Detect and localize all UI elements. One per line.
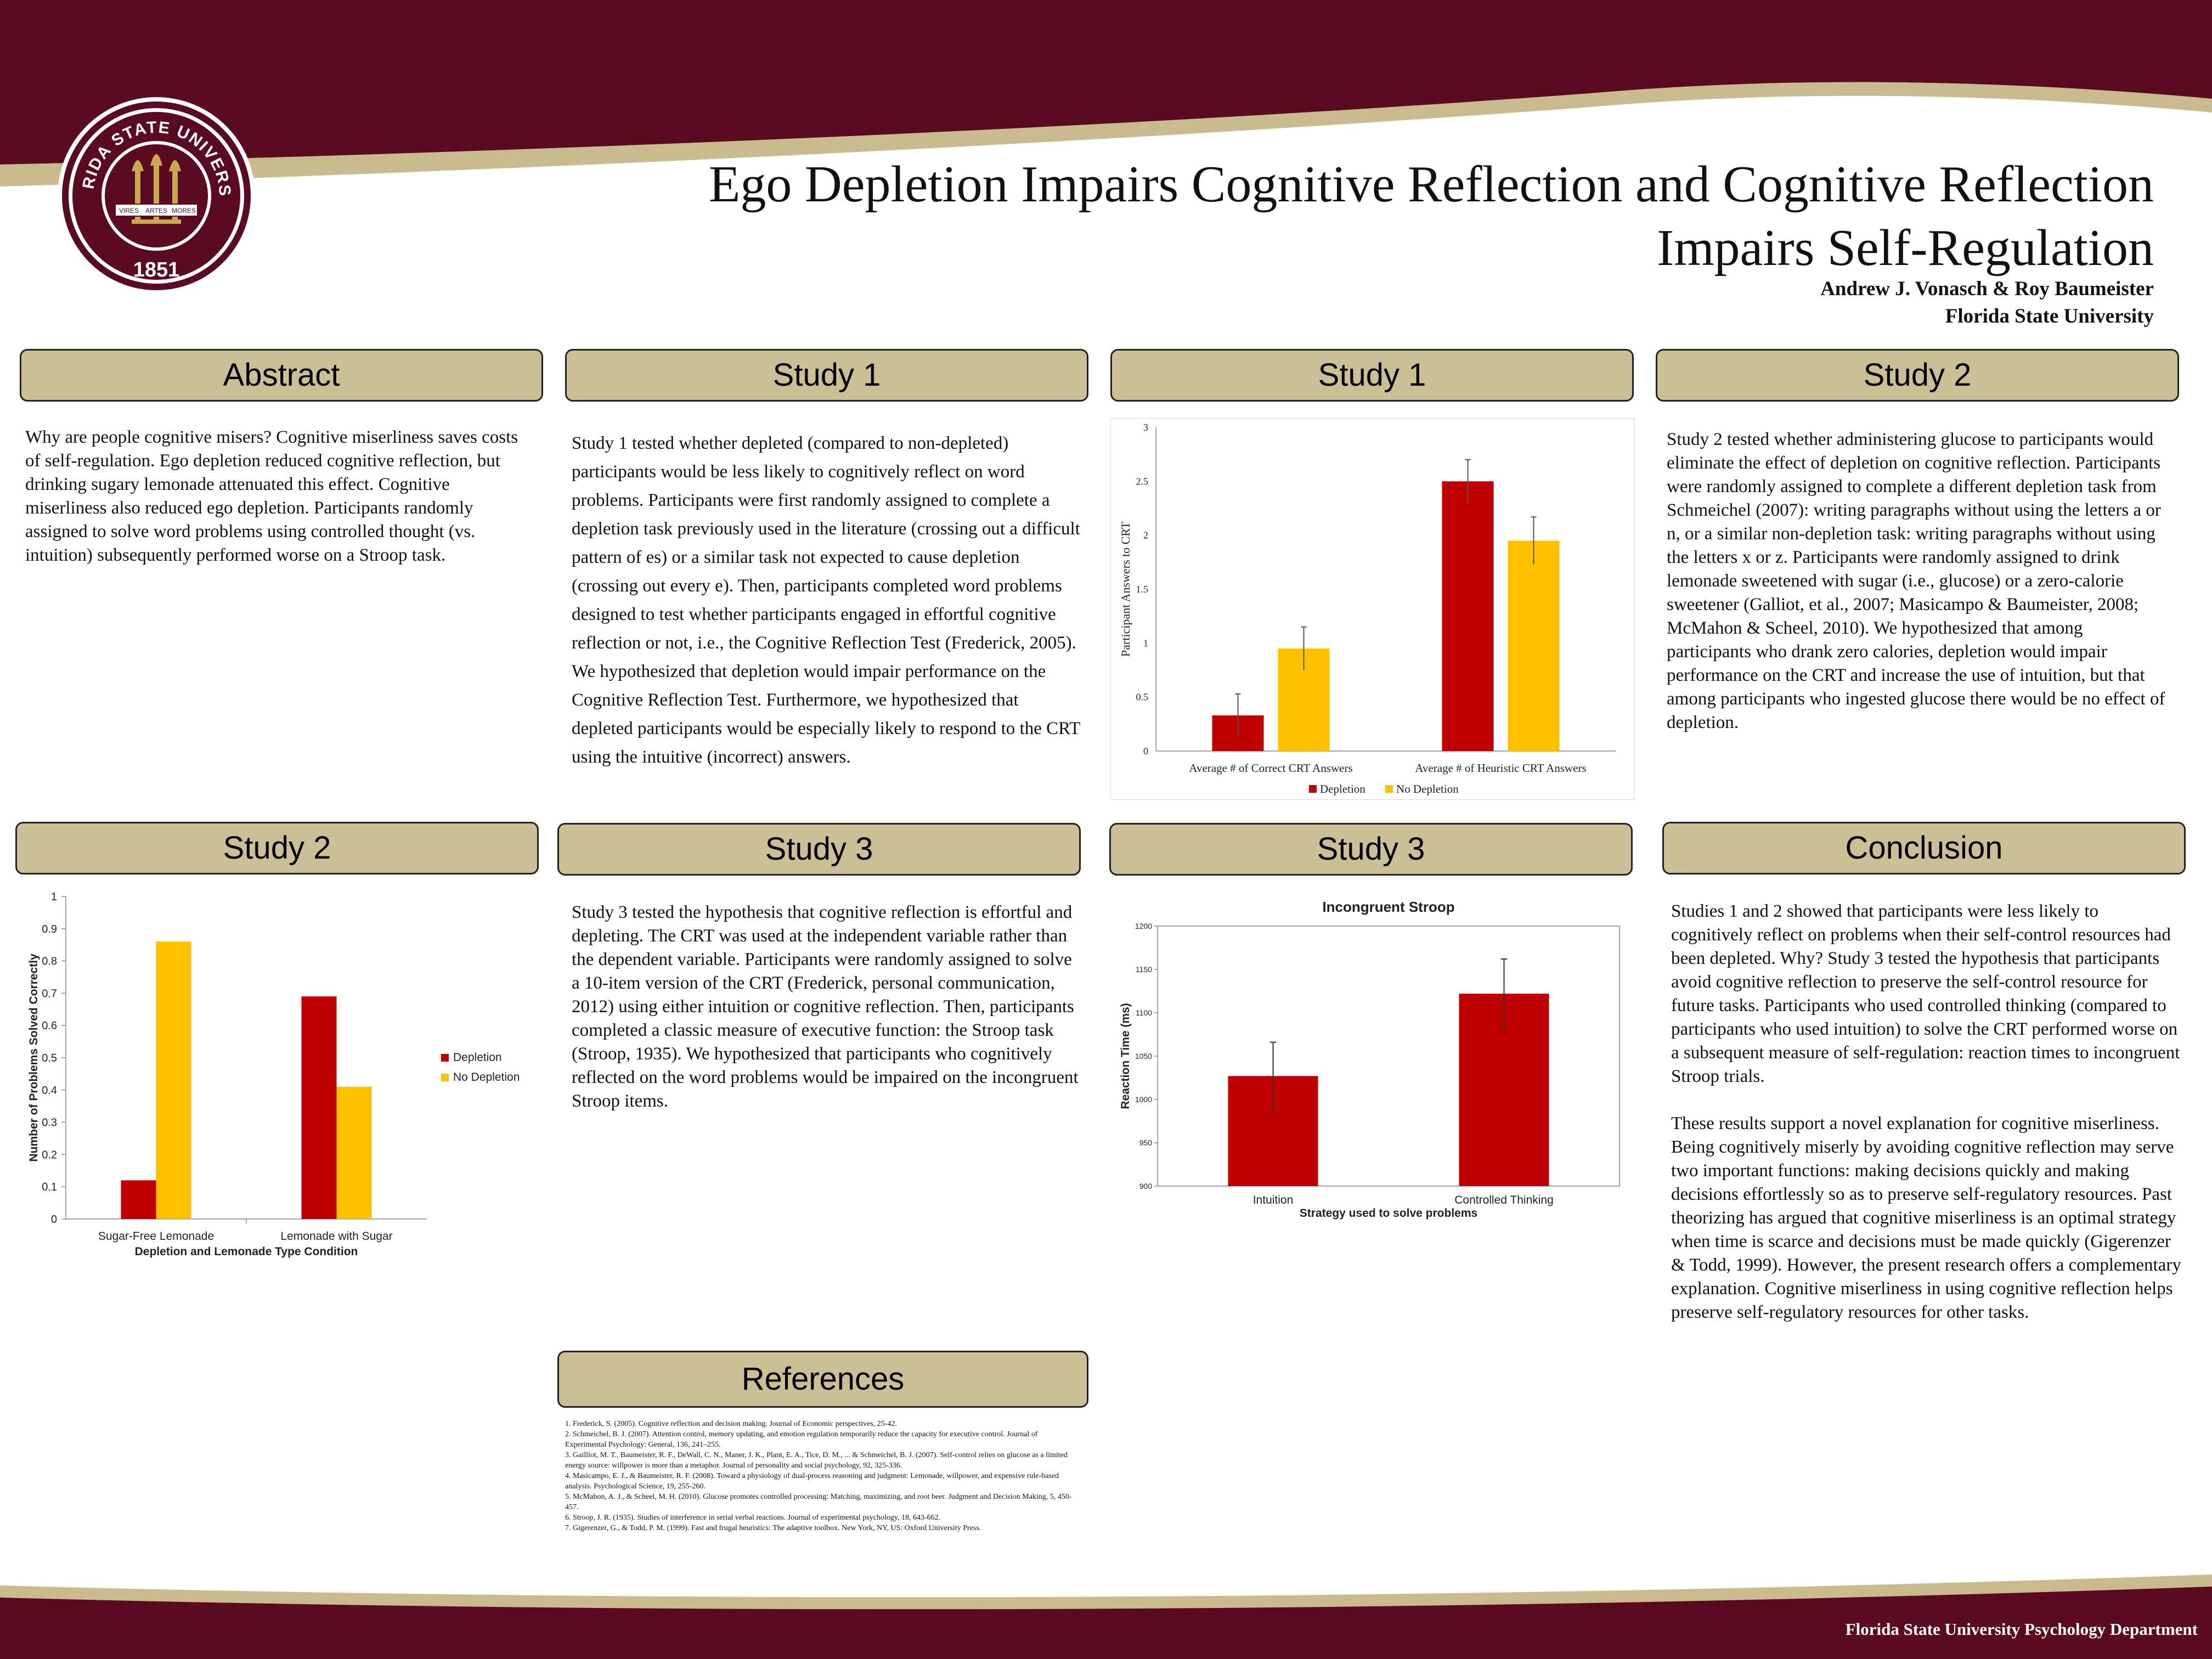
conclusion-heading: Conclusion — [1662, 822, 2186, 874]
y-tick-label: 1050 — [1135, 1052, 1152, 1060]
y-tick-label: 950 — [1139, 1138, 1153, 1147]
y-tick-label: 1100 — [1136, 1008, 1152, 1017]
legend-label: Depletion — [1320, 782, 1365, 795]
legend-swatch — [1385, 785, 1393, 793]
bar — [121, 1180, 156, 1219]
y-tick-label: 0 — [1143, 746, 1148, 757]
seal-banner-2: ARTES — [145, 207, 167, 215]
reference-item: 2. Schmeichel, B. J. (2007). Attention c… — [565, 1430, 1038, 1449]
conclusion-text: Studies 1 and 2 showed that participants… — [1671, 900, 2181, 1324]
reference-item: 3. Gailliot, M. T., Baumeister, R. F., D… — [565, 1451, 1068, 1470]
y-tick-label: 2.5 — [1136, 476, 1149, 487]
study3-text-heading: Study 3 — [557, 823, 1081, 876]
references-list: 1. Frederick, S. (2005). Cognitive refle… — [565, 1419, 1075, 1533]
y-tick-label: 0.4 — [42, 1085, 57, 1097]
seal-banner-3: MORES — [172, 207, 196, 215]
y-tick-label: 900 — [1139, 1182, 1153, 1190]
chart-title: Incongruent Stroop — [1322, 899, 1454, 915]
reference-item: 1. Frederick, S. (2005). Cognitive refle… — [565, 1420, 897, 1428]
study1-chart-svg: 0 0.5 1 1.5 2 2.5 3 Participant Answers to CRT A… — [1119, 422, 1616, 795]
study1-chart-heading: Study 1 — [1110, 349, 1634, 402]
authors: Andrew J. Vonasch & Roy Baumeister — [1820, 278, 2154, 300]
bar — [1508, 540, 1560, 751]
footer-banner — [0, 1575, 2212, 1659]
seal-banner-1: VIRES — [119, 207, 139, 215]
y-tick-label: 0.3 — [42, 1117, 57, 1129]
y-tick-label: 0.8 — [42, 956, 57, 968]
y-tick-label: 0.5 — [1136, 692, 1149, 703]
x-tick-label: Average # of Heuristic CRT Answers — [1415, 761, 1586, 775]
abstract-heading: Abstract — [20, 349, 543, 402]
abstract-text: Why are people cognitive misers? Cogniti… — [25, 427, 518, 565]
y-tick-label: 3 — [1143, 422, 1148, 433]
legend-label: No Depletion — [1396, 782, 1459, 795]
legend-swatch — [1309, 785, 1317, 793]
x-tick-label: Lemonade with Sugar — [280, 1230, 392, 1243]
references-heading: References — [557, 1351, 1088, 1408]
plot-frame — [1157, 926, 1620, 1187]
poster-title-line-1: Ego Depletion Impairs Cognitive Reflecti… — [708, 156, 2154, 213]
conclusion-paragraph-1: Studies 1 and 2 showed that participants… — [1671, 901, 2180, 1086]
x-tick-label: Intuition — [1253, 1194, 1294, 1206]
study1-chart: 0 0.5 1 1.5 2 2.5 3 Participant Answers to CRT A… — [1110, 418, 1635, 800]
y-tick-label: 1150 — [1136, 965, 1152, 974]
y-tick-label: 1.5 — [1136, 584, 1149, 595]
y-tick-label: 0.7 — [42, 988, 57, 1000]
bar — [301, 996, 337, 1219]
affiliation: Florida State University — [1945, 305, 2154, 328]
bar — [1442, 481, 1494, 751]
y-tick-label: 0.6 — [42, 1020, 57, 1032]
y-axis-title: Number of Problems Solved Correctly — [27, 953, 40, 1162]
legend-swatch — [441, 1074, 449, 1081]
legend-label: No Depletion — [453, 1071, 520, 1084]
legend-swatch — [441, 1054, 449, 1062]
x-axis-title: Depletion and Lemonade Type Condition — [135, 1245, 358, 1258]
study3-chart: Incongruent Stroop 900 950 1000 1050 1100 1150… — [1114, 893, 1635, 1233]
y-axis-title: Reaction Time (ms) — [1119, 1003, 1132, 1109]
bar — [336, 1086, 372, 1219]
study3-chart-svg: Incongruent Stroop 900 950 1000 1050 1100 1150… — [1119, 899, 1620, 1220]
y-tick-label: 0.9 — [42, 923, 57, 935]
y-tick-label: 0 — [51, 1214, 57, 1226]
y-tick-label: 0.2 — [42, 1149, 57, 1161]
x-tick-label: Sugar-Free Lemonade — [98, 1230, 214, 1243]
y-tick-label: 0.1 — [42, 1181, 57, 1193]
reference-item: 7. Gigerenzer, G., & Todd, P. M. (1999).… — [565, 1524, 981, 1532]
study2-text-heading: Study 2 — [1656, 349, 2179, 402]
study1-text: Study 1 tested whether depleted (compare… — [572, 433, 1080, 767]
header-banner — [0, 0, 2212, 187]
study2-chart: 0 0.1 0.2 0.3 0.4 0.5 0.6 0.7 0.8 0.9 1 Number of P… — [16, 885, 543, 1264]
bar — [156, 941, 191, 1219]
fsu-seal-icon: FLORIDA STATE UNIVERSITY 1851 VIRES ARTE… — [55, 94, 255, 295]
reference-item: 4. Masicampo, E. J., & Baumeister, R. F.… — [565, 1472, 1059, 1491]
y-tick-label: 2 — [1143, 530, 1148, 541]
reference-item: 5. McMahon, A. J., & Scheel, M. H. (2010… — [565, 1493, 1072, 1511]
y-axis-title: Participant Answers to CRT — [1119, 521, 1132, 657]
legend-label: Depletion — [453, 1051, 502, 1064]
x-tick-label: Controlled Thinking — [1454, 1194, 1554, 1206]
x-tick-label: Average # of Correct CRT Answers — [1189, 761, 1352, 775]
poster-title-line-2: Impairs Self-Regulation — [1657, 219, 2154, 276]
footer-text: Florida State University Psychology Depa… — [1845, 1620, 2198, 1639]
poster-title: Ego Depletion Impairs Cognitive Reflecti… — [508, 153, 2154, 280]
conclusion-paragraph-2: These results support a novel explanatio… — [1671, 1114, 2181, 1322]
study3-chart-heading: Study 3 — [1109, 823, 1633, 876]
study2-chart-svg: 0 0.1 0.2 0.3 0.4 0.5 0.6 0.7 0.8 0.9 1 Number of P… — [27, 891, 520, 1258]
y-tick-label: 1 — [1143, 637, 1148, 648]
x-axis-title: Strategy used to solve problems — [1300, 1207, 1477, 1220]
study1-text-heading: Study 1 — [565, 349, 1088, 402]
study3-text: Study 3 tested the hypothesis that cogni… — [572, 902, 1079, 1111]
y-tick-label: 1000 — [1135, 1095, 1152, 1104]
reference-item: 6. Stroop, J. R. (1935). Studies of inte… — [565, 1514, 941, 1522]
seal-year: 1851 — [133, 258, 180, 281]
study2-chart-heading: Study 2 — [15, 822, 539, 874]
y-tick-label: 1 — [51, 891, 57, 903]
y-tick-label: 0.5 — [42, 1052, 57, 1064]
y-tick-label: 1200 — [1135, 922, 1152, 930]
study2-text: Study 2 tested whether administering glu… — [1667, 430, 2165, 732]
